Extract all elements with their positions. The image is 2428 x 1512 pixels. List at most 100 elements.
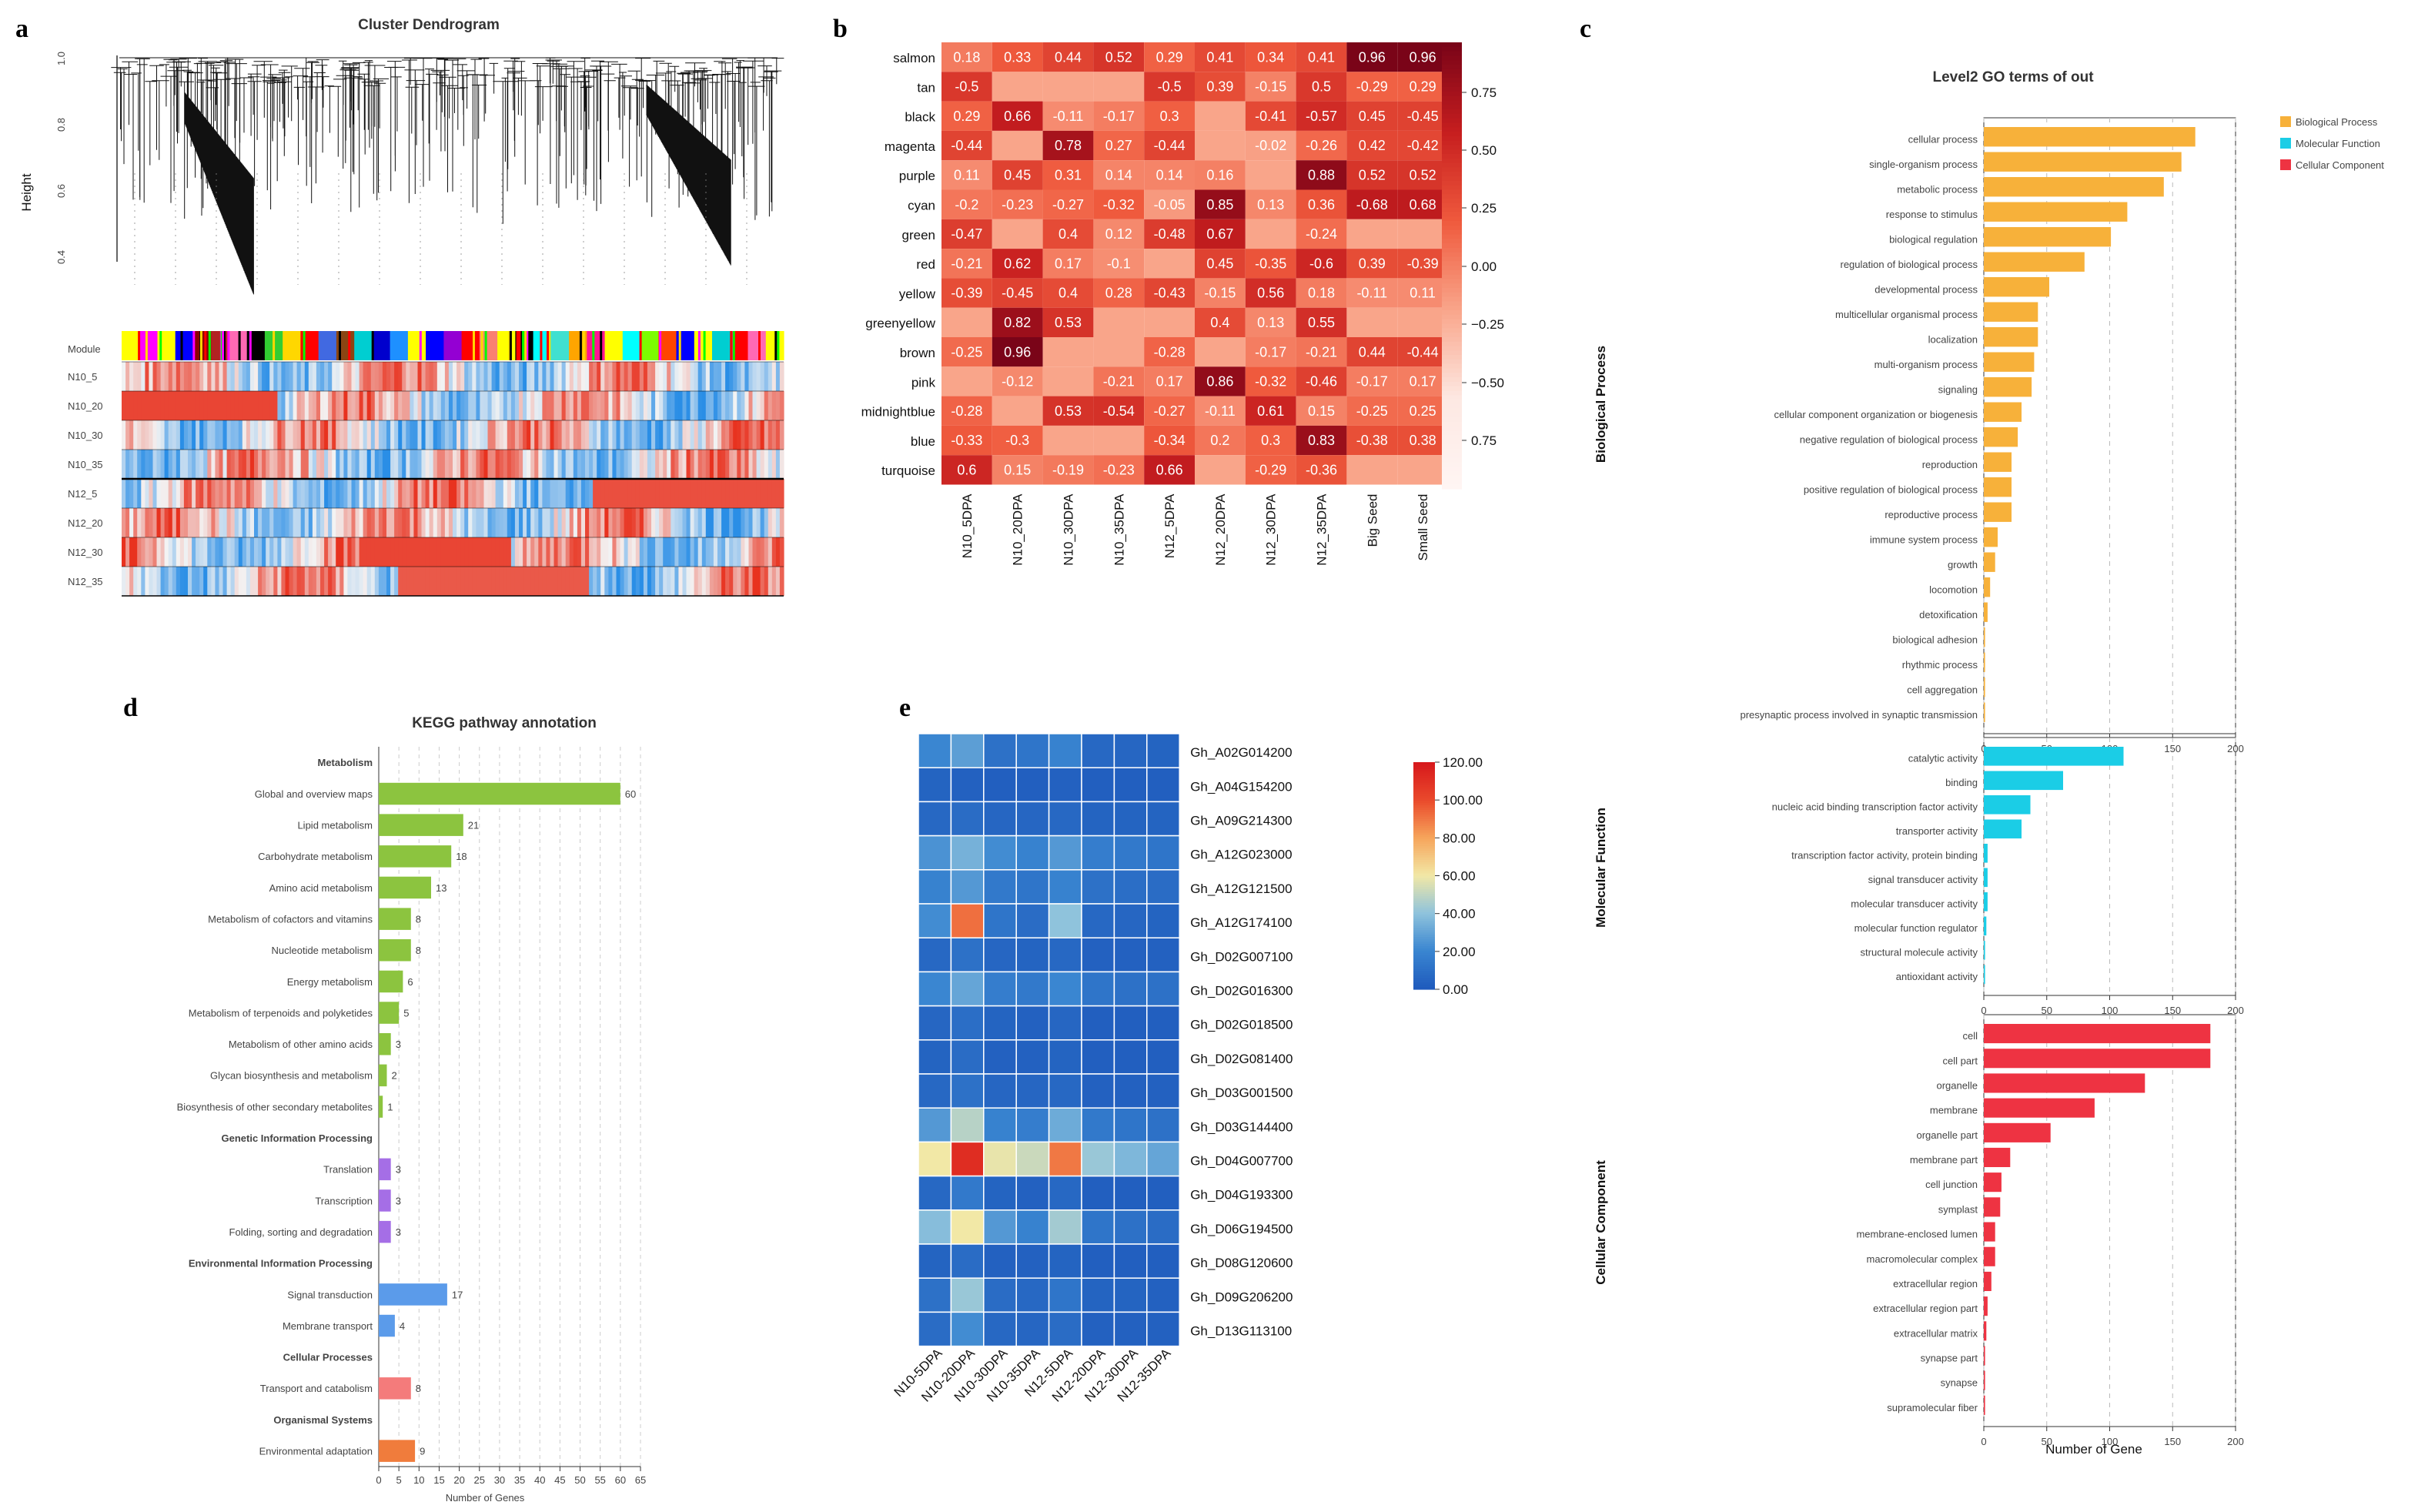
expression-cell: [918, 801, 952, 837]
go-bar: [1984, 1197, 2001, 1217]
trait-cell: [433, 567, 438, 596]
module-trait-cell: [1144, 278, 1195, 308]
trait-cell: [386, 567, 391, 596]
trait-cell: [343, 479, 349, 508]
trait-cell: [444, 420, 450, 450]
module-color-stripe: [348, 331, 351, 360]
trait-cell: [491, 420, 497, 450]
trait-cell: [573, 450, 578, 479]
module-color-block: [497, 331, 516, 360]
trait-cell: [600, 567, 605, 596]
trait-cell: [366, 479, 372, 508]
kegg-group-header: Cellular Processes: [283, 1352, 373, 1363]
expression-cell: [1146, 869, 1180, 905]
trait-cell: [550, 479, 555, 508]
trait-cell: [597, 450, 601, 479]
module-color-stripe: [732, 331, 735, 360]
expression-cell: [983, 1107, 1017, 1143]
module-trait-value: -0.23: [1103, 463, 1135, 478]
trait-cell: [378, 420, 383, 450]
trait-cell: [573, 508, 578, 537]
trait-cell: [273, 508, 278, 537]
trait-cell: [425, 567, 430, 596]
module-trait-value: -0.39: [1407, 256, 1439, 271]
trait-cell: [768, 391, 773, 420]
module-trait-cell: [1195, 307, 1246, 337]
trait-cell: [133, 479, 138, 508]
trait-cell: [705, 420, 711, 450]
trait-cell: [320, 450, 325, 479]
colorbar-e-segment: [1413, 894, 1435, 897]
trait-cell: [168, 479, 173, 508]
trait-cell: [436, 508, 442, 537]
trait-cell: [386, 420, 391, 450]
module-trait-cell: [1397, 425, 1448, 456]
trait-column-label: N12_35DPA: [1315, 493, 1329, 566]
trait-cell: [519, 508, 523, 537]
trait-cell: [398, 537, 403, 567]
colorbar-b-segment: [1442, 243, 1462, 249]
trait-cell: [597, 479, 601, 508]
dendrogram-branches: [111, 57, 784, 295]
trait-cell: [651, 508, 656, 537]
trait-cell: [495, 362, 500, 391]
trait-cell: [631, 420, 637, 450]
trait-cell: [577, 508, 582, 537]
trait-cell: [234, 420, 239, 450]
colorbar-e-segment: [1413, 966, 1435, 970]
colorbar-b-segment: [1442, 132, 1462, 137]
trait-cell: [363, 537, 368, 567]
module-trait-cell: [1093, 219, 1145, 249]
module-trait-value: 0.33: [1004, 49, 1031, 65]
trait-cell: [674, 567, 680, 596]
trait-cell: [289, 567, 294, 596]
trait-cell: [242, 391, 247, 420]
trait-cell: [336, 567, 340, 596]
expression-cell: [950, 1311, 985, 1347]
trait-cell: [230, 450, 236, 479]
module-trait-value: -0.15: [1204, 286, 1236, 301]
colorbar-e-segment: [1413, 980, 1435, 983]
module-color-stripe: [548, 331, 551, 360]
colorbar-e-segment: [1413, 828, 1435, 831]
trait-cell: [219, 450, 224, 479]
colorbar-b-segment: [1442, 386, 1462, 391]
colorbar-b-segment: [1442, 301, 1462, 306]
colorbar-b-segment: [1442, 306, 1462, 311]
trait-cell: [230, 508, 236, 537]
trait-cell: [705, 537, 711, 567]
kegg-xtick: 5: [396, 1474, 402, 1486]
module-trait-cell: [992, 72, 1043, 102]
trait-cell: [748, 362, 754, 391]
expression-cell: [1146, 971, 1180, 1007]
colorbar-b-segment: [1442, 73, 1462, 79]
trait-cell: [145, 537, 150, 567]
colorbar-e-segment: [1413, 794, 1435, 797]
trait-cell: [183, 537, 189, 567]
trait-cell: [546, 450, 551, 479]
trait-cell: [359, 362, 364, 391]
colorbar-b-segment: [1442, 323, 1462, 329]
module-color-stripe: [579, 331, 582, 360]
trait-cell: [281, 508, 286, 537]
trait-cell: [705, 567, 711, 596]
kegg-bar-value: 21: [468, 820, 479, 831]
trait-cell: [671, 479, 675, 508]
trait-cell: [557, 537, 563, 567]
gene-row-label: Gh_D09G206200: [1190, 1290, 1293, 1304]
trait-cell: [771, 420, 777, 450]
trait-cell: [472, 537, 477, 567]
trait-cell: [433, 508, 438, 537]
trait-cell: [550, 450, 555, 479]
go-term-label: cellular process: [1908, 133, 1978, 145]
trait-cell: [756, 420, 761, 450]
dendrogram-ytick: 0.8: [55, 118, 67, 132]
trait-cell: [156, 537, 162, 567]
module-trait-cell: [992, 160, 1043, 190]
trait-cell: [741, 420, 746, 450]
trait-cell: [145, 508, 150, 537]
module-trait-value: 0.52: [1410, 168, 1436, 183]
trait-cell: [713, 420, 718, 450]
trait-cell: [156, 508, 162, 537]
expression-cell: [1081, 767, 1115, 803]
